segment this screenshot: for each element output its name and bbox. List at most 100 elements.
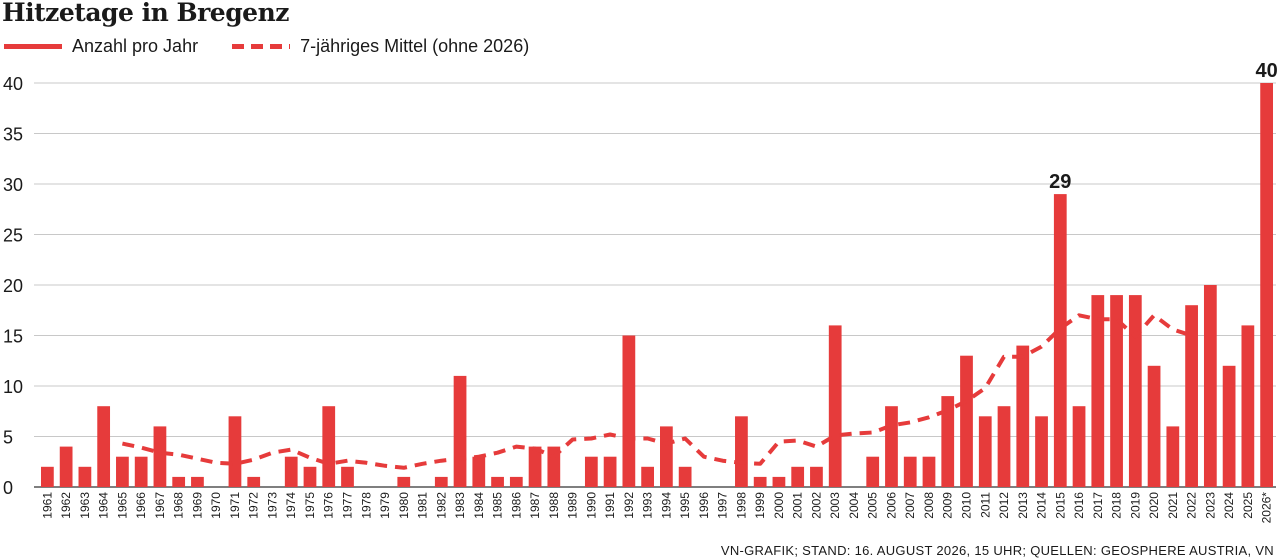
x-tick-label: 2013 <box>1016 492 1030 519</box>
chart-title: Hitzetage in Bregenz <box>2 0 289 27</box>
x-tick-label: 1962 <box>59 492 73 519</box>
bar <box>1203 285 1217 487</box>
x-tick-label: 1972 <box>247 492 261 519</box>
legend-bar-swatch <box>4 43 62 49</box>
bar <box>491 476 504 487</box>
x-tick-label: 2003 <box>828 492 842 519</box>
bar <box>97 406 111 487</box>
x-tick-label: 1971 <box>228 492 242 519</box>
x-tick-label: 1992 <box>622 492 636 519</box>
x-tick-label: 1977 <box>341 492 355 519</box>
y-tick-label: 0 <box>3 478 13 498</box>
x-tick-label: 1967 <box>153 492 167 519</box>
bar <box>191 476 204 487</box>
bar <box>1053 194 1067 487</box>
bar <box>810 466 823 487</box>
x-tick-label: 1985 <box>491 492 505 519</box>
bar <box>453 375 467 487</box>
bar <box>922 456 936 487</box>
x-tick-label: 1976 <box>322 492 336 519</box>
bar <box>1128 295 1142 487</box>
x-tick-label: 1998 <box>734 492 748 519</box>
x-tick-label: 2026* <box>1260 492 1274 524</box>
bar <box>641 466 654 487</box>
x-tick-label: 1965 <box>115 492 129 519</box>
y-tick-label: 35 <box>3 125 23 145</box>
y-tick-label: 5 <box>3 428 13 448</box>
bar <box>172 476 186 487</box>
x-tick-label: 1980 <box>397 492 411 519</box>
bar <box>978 416 992 487</box>
bar <box>941 396 955 487</box>
x-tick-label: 1969 <box>190 492 204 519</box>
bar <box>997 406 1011 487</box>
legend-item-bars: Anzahl pro Jahr <box>4 36 198 57</box>
x-tick-label: 1964 <box>97 492 111 519</box>
bar <box>791 466 805 487</box>
x-tick-label: 1986 <box>509 492 523 519</box>
bar <box>660 426 673 487</box>
bar <box>1260 83 1273 487</box>
x-tick-label: 2017 <box>1091 492 1105 519</box>
x-tick-label: 2005 <box>866 492 880 519</box>
x-tick-label: 2008 <box>922 492 936 519</box>
bar <box>528 446 542 487</box>
x-tick-label: 1974 <box>284 492 298 519</box>
bar <box>1166 426 1180 487</box>
bar <box>59 446 73 487</box>
x-tick-label: 1973 <box>265 492 279 519</box>
x-tick-label: 2018 <box>1110 492 1124 519</box>
x-tick-label: 1982 <box>434 492 448 519</box>
y-tick-label: 40 <box>3 74 23 94</box>
legend-line-swatch <box>232 43 291 49</box>
bar <box>960 355 973 487</box>
x-tick-label: 1995 <box>678 492 692 519</box>
bar <box>866 456 880 487</box>
bar <box>134 456 148 487</box>
x-tick-label: 1984 <box>472 492 486 519</box>
x-tick-label: 1996 <box>697 492 711 519</box>
legend-item-line: 7-jähriges Mittel (ohne 2026) <box>232 36 529 57</box>
bar <box>828 325 842 487</box>
bar <box>434 476 448 487</box>
x-tick-label: 2021 <box>1166 492 1180 519</box>
x-tick-label: 1994 <box>659 492 673 519</box>
x-tick-label: 2010 <box>960 492 974 519</box>
x-tick-label: 2020 <box>1147 492 1161 519</box>
x-tick-label: 2014 <box>1035 492 1049 519</box>
bar <box>772 476 786 487</box>
bar <box>1035 416 1048 487</box>
bar <box>1091 295 1105 487</box>
x-tick-label: 1968 <box>172 492 186 519</box>
data-labels: 29 40 <box>1049 60 1278 193</box>
x-tick-label: 2000 <box>772 492 786 519</box>
gridlines <box>34 82 1276 488</box>
bar <box>284 456 298 487</box>
bar <box>622 335 636 487</box>
x-tick-label: 1993 <box>641 492 655 519</box>
y-tick-label: 10 <box>3 377 23 397</box>
x-tick-label: 2023 <box>1203 492 1217 519</box>
x-tick-label: 1999 <box>753 492 767 519</box>
x-tick-label: 1978 <box>359 492 373 519</box>
x-tick-label: 1990 <box>584 492 598 519</box>
bar <box>753 476 767 487</box>
bar <box>1110 295 1123 487</box>
x-tick-label: 2011 <box>978 492 992 518</box>
data-label: 29 <box>1049 171 1071 193</box>
x-tick-label: 1963 <box>78 492 92 519</box>
x-tick-label: 2022 <box>1185 492 1199 519</box>
x-tick-label: 2007 <box>903 492 917 519</box>
bar <box>303 466 317 487</box>
source-note: VN-GRAFIK; STAND: 16. AUGUST 2026, 15 UH… <box>720 543 1274 558</box>
x-tick-label: 1970 <box>209 492 223 519</box>
x-tick-label: 1975 <box>303 492 317 519</box>
bar <box>678 466 692 487</box>
x-tick-label: 1991 <box>603 492 617 519</box>
x-tick-label: 2009 <box>941 492 955 519</box>
bar <box>1185 305 1198 487</box>
y-tick-label: 20 <box>3 276 23 296</box>
bar <box>322 406 336 487</box>
bar <box>78 466 92 487</box>
x-tick-label: 1981 <box>416 492 430 519</box>
